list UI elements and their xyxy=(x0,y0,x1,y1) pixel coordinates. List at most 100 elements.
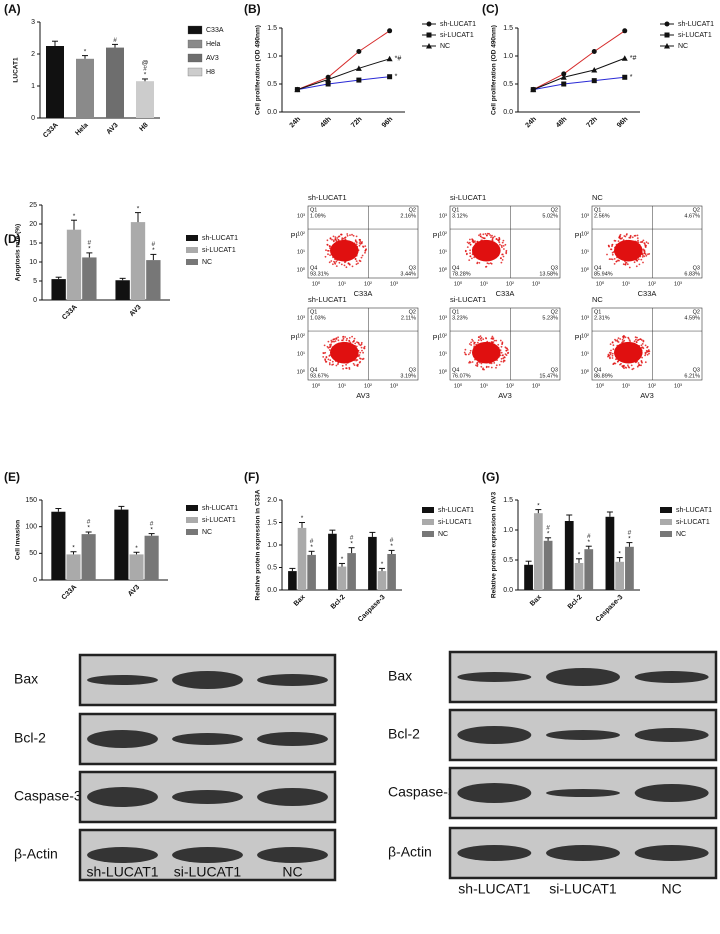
flow-dot xyxy=(636,259,638,262)
flow-dot xyxy=(358,242,361,244)
flow-dot xyxy=(500,345,503,348)
marker xyxy=(561,81,567,87)
flow-dot xyxy=(627,337,630,340)
flow-dot xyxy=(475,364,477,367)
y-tick-label: 10³ xyxy=(297,213,305,219)
flow-dot xyxy=(637,364,640,367)
flow-frame xyxy=(307,307,419,381)
flow-dot xyxy=(329,254,331,257)
panel-label: (A) xyxy=(4,2,21,16)
flow-dot xyxy=(328,346,331,349)
x-tick-label: 10³ xyxy=(532,281,540,287)
flow-dot xyxy=(632,367,635,370)
legend-label: si-LUCAT1 xyxy=(440,32,474,39)
flow-dot xyxy=(351,233,353,236)
x-tick-label: 10¹ xyxy=(338,281,346,287)
blot-band xyxy=(172,671,243,689)
blot-band xyxy=(172,790,243,804)
flow-dot xyxy=(333,340,335,343)
flow-dot xyxy=(326,243,329,246)
y-tick-label: 10³ xyxy=(581,213,589,219)
significance-mark: # xyxy=(628,529,632,536)
blot-band xyxy=(457,672,532,682)
flow-dot xyxy=(346,234,349,237)
flow-dot xyxy=(329,245,331,248)
flow-dot xyxy=(644,344,647,347)
flow-dot xyxy=(616,360,619,363)
flow-dot xyxy=(640,258,643,261)
error-bar xyxy=(576,558,582,563)
significance-mark: * xyxy=(84,48,87,55)
error-bar xyxy=(142,78,148,82)
flow-dot xyxy=(643,249,645,252)
flow-dot xyxy=(482,367,484,370)
flow-dot xyxy=(502,357,505,360)
marker xyxy=(591,67,598,73)
y-axis-label: Cell invasion xyxy=(15,520,22,560)
y-tick-label: 10³ xyxy=(439,213,447,219)
flow-dot xyxy=(492,341,495,343)
flow-dot xyxy=(611,243,614,246)
flow-dot xyxy=(336,237,339,239)
x-tick-label: C33A xyxy=(61,584,79,602)
error-bar xyxy=(82,55,88,59)
flow-dot xyxy=(323,352,325,355)
blot-row-label: β-Actin xyxy=(14,846,58,862)
flow-dot xyxy=(364,245,367,248)
flow-dot xyxy=(489,234,492,237)
marker xyxy=(387,28,393,34)
significance-mark: * xyxy=(537,502,540,509)
flow-title: sh-LUCAT1 xyxy=(308,295,347,304)
blot-row-label: Caspase-3 xyxy=(388,784,456,800)
error-bar xyxy=(545,537,552,541)
bar xyxy=(114,509,129,580)
flow-dot xyxy=(634,336,637,339)
flow-dot xyxy=(358,343,361,346)
bar xyxy=(564,521,574,590)
marker xyxy=(622,28,628,34)
y-tick-label: 2 xyxy=(31,51,35,58)
flow-dot xyxy=(327,340,330,343)
legend-label: sh-LUCAT1 xyxy=(676,507,712,514)
marker xyxy=(386,55,393,62)
x-tick-label: 10¹ xyxy=(622,383,630,389)
flow-dot xyxy=(611,251,614,254)
quadrant-value: 2.16% xyxy=(400,213,416,219)
bar xyxy=(136,81,154,118)
x-tick-label: 24h xyxy=(289,116,302,129)
error-bar xyxy=(71,219,77,230)
x-tick-label: AV3 xyxy=(105,122,119,136)
panel-label: (F) xyxy=(244,470,259,484)
legend-label: NC xyxy=(676,531,686,538)
y-tick-label: 10¹ xyxy=(581,351,589,357)
flow-dot xyxy=(612,344,615,347)
x-tick-label: 48h xyxy=(319,116,332,129)
flow-dot xyxy=(624,235,627,238)
flow-dot xyxy=(327,250,330,252)
legend-swatch xyxy=(422,507,434,513)
blot-band xyxy=(546,789,620,797)
flow-dot xyxy=(646,353,649,356)
flow-dot xyxy=(353,337,356,340)
flow-dot xyxy=(493,362,496,364)
line xyxy=(533,57,625,91)
y-tick-label: 1.0 xyxy=(267,542,277,549)
y-tick-label: 1.5 xyxy=(503,25,513,32)
x-tick-label: 96h xyxy=(381,116,394,129)
flow-dot xyxy=(358,239,361,241)
flow-dot xyxy=(620,362,622,365)
flow-dot xyxy=(337,336,339,339)
quadrant-value: 85.94% xyxy=(594,271,613,277)
flow-dot xyxy=(480,365,483,368)
error-bar xyxy=(308,550,315,555)
flow-dot xyxy=(617,341,620,343)
quadrant-value: 3.44% xyxy=(400,271,416,277)
flow-dot xyxy=(359,240,362,243)
flow-dot xyxy=(361,349,363,352)
flow-dot xyxy=(619,237,622,240)
legend-label: NC xyxy=(440,43,450,50)
flow-dot xyxy=(609,343,612,345)
legend-swatch xyxy=(186,247,198,253)
flow-dot xyxy=(344,336,346,338)
quadrant-name: Q2 xyxy=(409,207,416,213)
